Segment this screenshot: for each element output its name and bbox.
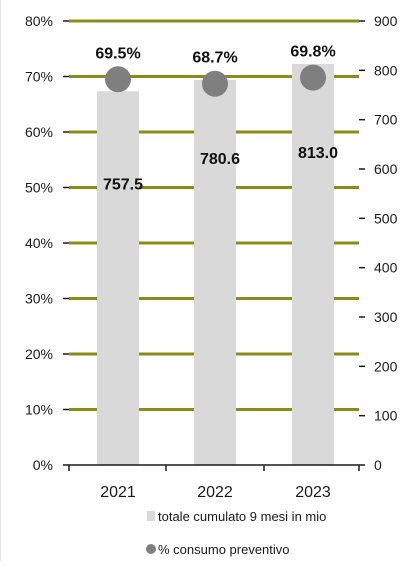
legend-swatch-marker xyxy=(146,544,156,554)
legend-label-marker: % consumo preventivo xyxy=(158,542,290,557)
bar-value-label: 780.6 xyxy=(200,151,240,168)
marker-series xyxy=(105,64,326,97)
percent-label: 68.7% xyxy=(192,50,237,67)
y-left-tick-label: 40% xyxy=(25,235,53,251)
data-labels: 69.5% 68.7% 69.8% 757.5 780.6 813.0 xyxy=(95,44,338,194)
bar-value-label: 757.5 xyxy=(103,176,143,193)
y-left-tick-label: 70% xyxy=(25,69,53,85)
marker-2023 xyxy=(300,64,326,91)
y-right-tick-label: 500 xyxy=(374,210,398,226)
legend-label-bar: totale cumulato 9 mesi in mio xyxy=(158,509,326,524)
y-right-tick-label: 300 xyxy=(374,309,398,325)
y-left-tick-label: 60% xyxy=(25,124,53,140)
marker-2022 xyxy=(202,70,228,97)
y-left-tick-label: 10% xyxy=(25,402,53,418)
y-left-tick-label: 20% xyxy=(25,346,53,362)
x-tick-label: 2022 xyxy=(197,484,233,501)
y-right-tick-label: 100 xyxy=(374,408,398,424)
x-tick-label: 2023 xyxy=(295,484,331,501)
bar-2023 xyxy=(292,63,334,466)
y-right-tick-label: 700 xyxy=(374,112,398,128)
percent-label: 69.5% xyxy=(95,45,140,62)
y-left-tick-label: 0% xyxy=(33,457,53,473)
y-right-tick-label: 200 xyxy=(374,358,398,374)
y-right-tick-label: 800 xyxy=(374,62,398,78)
legend: totale cumulato 9 mesi in mio % consumo p… xyxy=(146,509,326,557)
bar-2022 xyxy=(194,79,236,466)
percent-label: 69.8% xyxy=(290,44,335,61)
y-right-tick-label: 0 xyxy=(374,457,382,473)
axes: 0% 10% 20% 30% 40% 50% 60% 70% 80% 0 100 200 300 400 5… xyxy=(25,13,398,501)
y-left-tick-label: 50% xyxy=(25,180,53,196)
y-right-tick-label: 400 xyxy=(374,260,398,276)
marker-2021 xyxy=(105,66,131,93)
bar-value-label: 813.0 xyxy=(298,145,338,162)
bar-series xyxy=(97,63,334,466)
y-right-tick-label: 900 xyxy=(374,13,398,29)
y-left-tick-label: 80% xyxy=(25,13,53,29)
legend-swatch-bar xyxy=(147,511,155,521)
x-tick-label: 2021 xyxy=(100,484,136,501)
bar-2021 xyxy=(97,91,139,466)
y-left-tick-label: 30% xyxy=(25,291,53,307)
y-right-tick-label: 600 xyxy=(374,161,398,177)
